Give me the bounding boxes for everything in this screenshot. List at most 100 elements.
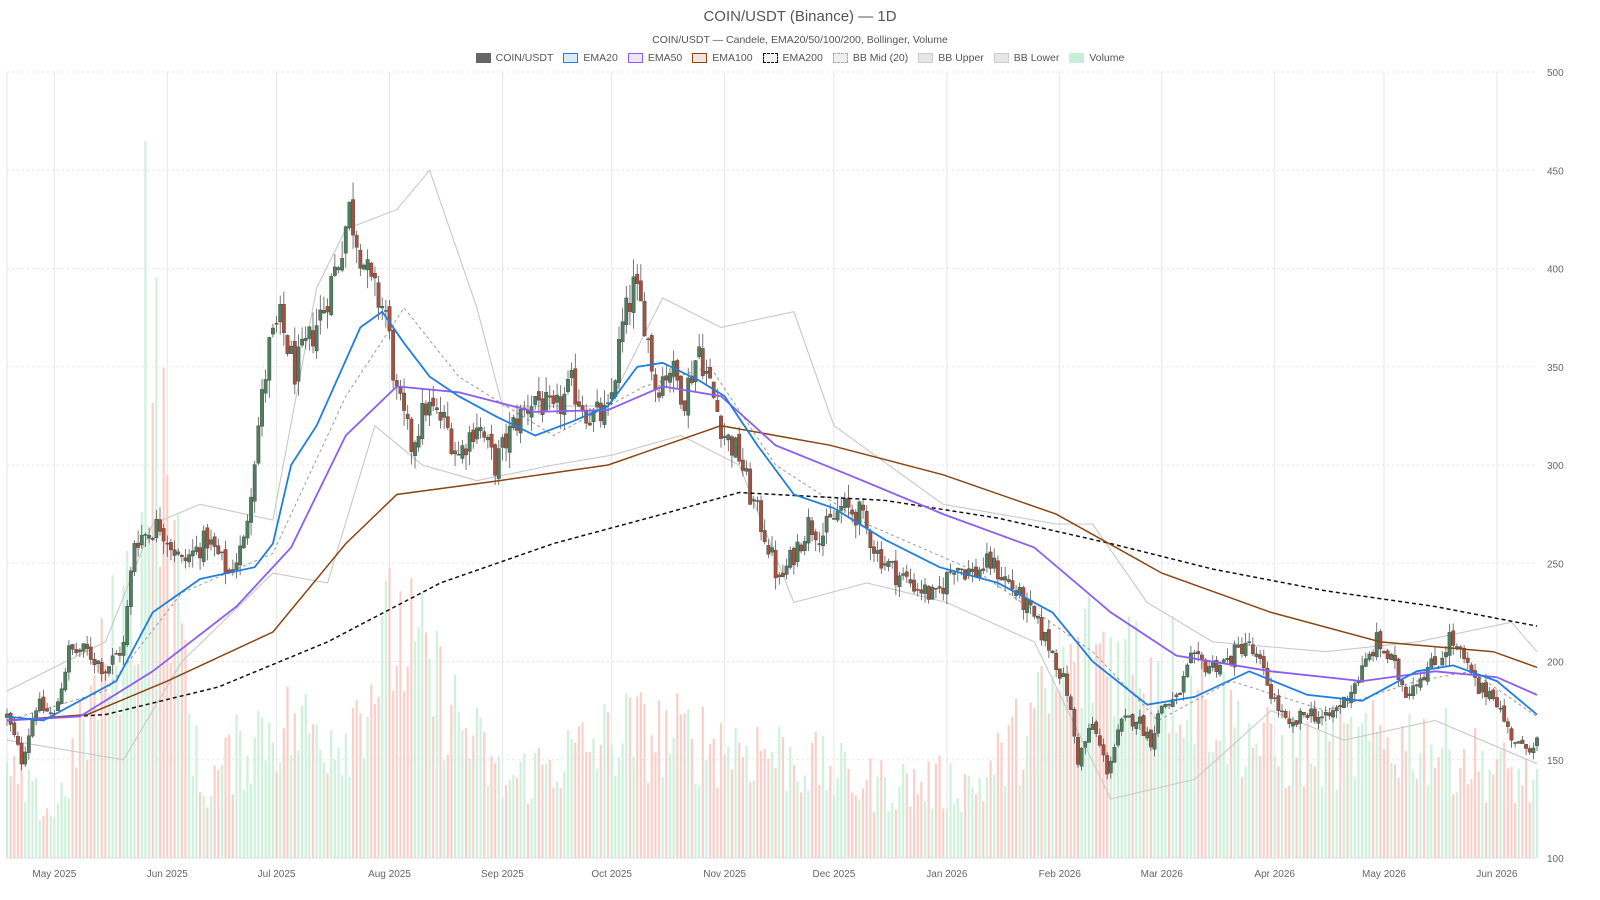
candle-body <box>150 538 155 540</box>
candle-body <box>19 742 24 765</box>
candle-body <box>722 436 727 438</box>
candle-body <box>733 437 738 458</box>
candle-body <box>1272 697 1277 699</box>
candle-body <box>1185 664 1190 677</box>
candle-body <box>1291 722 1295 727</box>
volume-bar <box>490 756 493 858</box>
candle-body <box>172 549 177 556</box>
candle-body <box>161 528 166 542</box>
volume-bar <box>1255 743 1258 858</box>
volume-bar <box>1116 641 1120 858</box>
volume-bar <box>402 691 406 858</box>
volume-bar <box>800 792 803 858</box>
candle-body <box>1105 755 1110 775</box>
volume-bar <box>668 753 672 858</box>
volume-bar <box>963 774 967 858</box>
volume-bar <box>180 623 183 858</box>
candle-body <box>1218 664 1222 675</box>
candle-body <box>1196 651 1201 655</box>
candle-body <box>1334 707 1339 712</box>
candle-body <box>784 565 789 575</box>
candle-body <box>653 374 658 391</box>
candle-body <box>1203 659 1208 673</box>
legend-item-bb_upper[interactable]: BB Upper <box>918 52 984 64</box>
candle-body <box>1079 747 1084 767</box>
candle-body <box>118 653 122 656</box>
candle-body <box>107 666 111 674</box>
candle-body <box>1505 721 1510 727</box>
candle-body <box>23 751 28 765</box>
candle-body <box>930 586 935 600</box>
legend-item-ema20[interactable]: EMA20 <box>563 52 618 64</box>
candle-body <box>842 498 847 509</box>
volume-bar <box>861 788 865 858</box>
volume-bar <box>144 140 147 858</box>
candle-body <box>1447 632 1452 656</box>
volume-bar <box>1095 644 1098 858</box>
candle-body <box>740 459 745 471</box>
x-tick-label: May 2026 <box>1362 869 1406 880</box>
legend-item-bb_lower[interactable]: BB Lower <box>993 52 1059 64</box>
candle-body <box>762 530 767 542</box>
candle-body <box>325 306 330 313</box>
candle-body <box>926 586 931 600</box>
candle-body <box>598 402 603 422</box>
candle-body <box>617 339 621 383</box>
volume-bar <box>96 720 100 858</box>
volume-bar <box>1481 750 1484 858</box>
volume-bar <box>894 809 897 858</box>
volume-bar <box>1339 706 1342 858</box>
volume-bar <box>137 664 140 858</box>
volume-bar <box>1375 731 1378 858</box>
volume-bar <box>1430 744 1433 858</box>
volume-bar <box>1350 716 1353 858</box>
candle-body <box>1050 650 1055 654</box>
legend-item-candles[interactable]: COIN/USDT <box>475 52 554 64</box>
candle-body <box>1247 641 1252 643</box>
legend-item-ema200[interactable]: EMA200 <box>762 52 823 64</box>
candle-body <box>1159 705 1164 714</box>
legend-item-ema100[interactable]: EMA100 <box>692 52 753 64</box>
volume-bar <box>698 785 701 858</box>
candle-body <box>719 415 723 439</box>
candle-body <box>365 259 370 271</box>
legend-swatch-bb_lower <box>993 53 1009 63</box>
volume-bar <box>1313 766 1316 858</box>
volume-bar <box>840 743 843 858</box>
volume-bar <box>111 575 114 858</box>
candle-body <box>1123 715 1128 718</box>
volume-bar <box>1069 644 1072 858</box>
volume-bar <box>1331 722 1335 858</box>
volume-bar <box>381 615 384 858</box>
candle-body <box>318 309 323 321</box>
candle-body <box>1170 699 1175 707</box>
candle-body <box>307 326 312 339</box>
candle-body <box>136 542 141 548</box>
legend-item-volume[interactable]: Volume <box>1069 52 1124 64</box>
volume-bar <box>322 762 326 858</box>
volume-bar <box>1040 666 1043 858</box>
volume-bar <box>348 777 351 858</box>
legend-item-ema50[interactable]: EMA50 <box>627 52 682 64</box>
volume-bar <box>639 692 642 858</box>
candle-body <box>1265 667 1270 686</box>
candle-body <box>555 394 559 403</box>
legend-label: COIN/USDT <box>495 52 554 64</box>
candle-body <box>358 249 363 269</box>
candle-body <box>602 404 607 425</box>
volume-bar <box>1178 724 1182 858</box>
candle-body <box>1072 708 1077 737</box>
volume-bar <box>880 760 883 858</box>
candle-body <box>540 398 545 415</box>
x-tick-label: Apr 2026 <box>1254 869 1295 880</box>
volume-bar <box>341 774 344 858</box>
volume-bar <box>399 591 402 858</box>
x-tick-label: Dec 2025 <box>813 869 856 880</box>
volume-bar <box>1441 748 1444 858</box>
volume-bar <box>767 758 770 858</box>
candle-body <box>828 513 833 518</box>
volume-bar <box>479 717 482 858</box>
volume-bar <box>541 764 544 858</box>
candle-body <box>387 306 392 331</box>
legend-item-bb_mid[interactable]: BB Mid (20) <box>832 52 908 64</box>
